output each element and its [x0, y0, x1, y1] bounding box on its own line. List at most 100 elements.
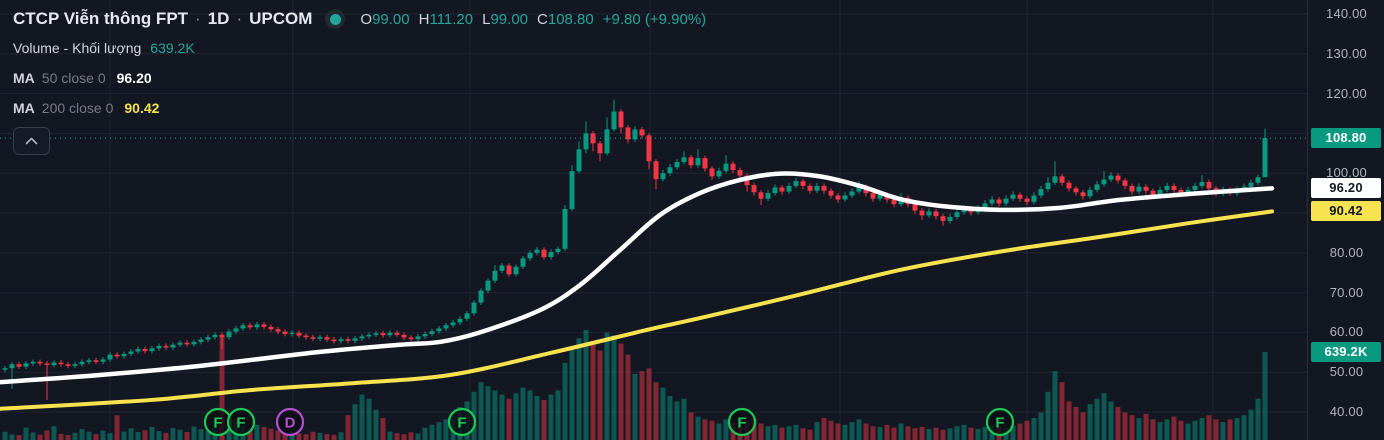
candle-body — [408, 337, 414, 340]
candle-body — [835, 195, 841, 200]
candle-body — [891, 199, 897, 205]
volume-bar — [142, 430, 148, 440]
candle-body — [709, 168, 715, 177]
candle-body — [177, 342, 183, 345]
candle-body — [982, 203, 988, 209]
volume-bar — [933, 427, 939, 440]
candle-body — [464, 313, 470, 319]
candle-body — [37, 361, 43, 364]
event-marker-d[interactable] — [275, 407, 305, 437]
candle-body — [562, 209, 568, 249]
volume-bar — [373, 409, 379, 440]
candle-body — [1010, 194, 1016, 199]
candle-body — [135, 349, 141, 352]
candle-body — [534, 249, 540, 253]
price-axis[interactable]: 140.00130.00120.00110.00100.0090.0080.00… — [1307, 0, 1384, 440]
volume-bar — [954, 426, 960, 440]
price-tick-label: 80.00 — [1329, 244, 1364, 260]
candle-body — [513, 266, 519, 275]
ma50-legend-row[interactable]: MA 50 close 0 96.20 — [13, 68, 706, 88]
candle-body — [646, 135, 652, 162]
event-marker-letter: F — [236, 415, 245, 432]
volume-bar — [86, 431, 92, 440]
event-marker-letter: F — [737, 415, 746, 432]
volume-bar — [590, 340, 596, 440]
exchange-label[interactable]: UPCOM — [249, 9, 313, 28]
volume-bar — [513, 393, 519, 440]
volume-bar — [135, 432, 141, 440]
symbol-legend-row[interactable]: CTCP Viễn thông FPT · 1D · UPCOM O 99.00 … — [13, 8, 706, 30]
change-value: +9.80 (+9.90%) — [602, 10, 707, 28]
volume-bar — [387, 431, 393, 440]
candle-body — [618, 111, 624, 128]
candle-body — [380, 333, 386, 336]
volume-bar — [849, 422, 855, 440]
candle-body — [653, 161, 659, 180]
candle-body — [184, 342, 190, 345]
volume-bar — [499, 394, 505, 440]
volume-bar — [961, 424, 967, 440]
event-marker-letter: D — [285, 415, 296, 432]
candle-body — [702, 158, 708, 169]
candle-body — [338, 339, 344, 342]
candle-body — [1045, 182, 1051, 190]
separator: · — [195, 9, 201, 28]
candle-body — [310, 337, 316, 339]
volume-bar — [555, 390, 561, 440]
volume-bar — [548, 394, 554, 440]
candle-body — [1038, 189, 1044, 196]
volume-bar — [1038, 412, 1044, 440]
price-tick-label: 70.00 — [1329, 284, 1364, 300]
candle-body — [289, 332, 295, 334]
candle-body — [422, 333, 428, 337]
candle-body — [1262, 138, 1268, 178]
volume-bar — [30, 432, 36, 440]
volume-bar — [779, 427, 785, 440]
event-marker-f[interactable] — [226, 407, 256, 437]
candle-body — [149, 348, 155, 352]
volume-bar — [1171, 416, 1177, 440]
event-marker-f[interactable] — [985, 407, 1015, 437]
interval-label[interactable]: 1D — [207, 9, 230, 28]
volume-bar — [1087, 404, 1093, 440]
volume-bar — [226, 423, 232, 440]
volume-bar — [562, 362, 568, 440]
volume-bar — [149, 426, 155, 440]
volume-bar — [1031, 417, 1037, 440]
legend-collapse-button[interactable] — [13, 127, 50, 155]
price-tick-label: 120.00 — [1326, 85, 1367, 101]
candle-body — [947, 216, 953, 221]
candle-body — [772, 187, 778, 194]
volume-bar — [1192, 420, 1198, 440]
volume-bar — [625, 354, 631, 440]
candle-body — [1255, 177, 1261, 183]
candle-body — [723, 163, 729, 171]
volume-bar — [786, 426, 792, 440]
symbol-title[interactable]: CTCP Viễn thông FPT — [13, 9, 189, 28]
volume-bar — [982, 426, 988, 440]
candle-body — [226, 331, 232, 338]
event-marker-f[interactable] — [447, 407, 477, 437]
volume-bar — [429, 424, 435, 440]
volume-bar — [1066, 401, 1072, 440]
volume-bar — [58, 433, 64, 440]
candle-body — [1003, 198, 1009, 204]
separator: · — [236, 9, 243, 28]
volume-bar — [821, 417, 827, 440]
candle-body — [1031, 195, 1037, 202]
candle-body — [758, 192, 764, 199]
ma50-params: 50 close 0 — [41, 70, 106, 86]
volume-bar — [254, 424, 260, 440]
candle-body — [849, 191, 855, 196]
candle-body — [485, 280, 491, 291]
volume-legend-row[interactable]: Volume - Khối lượng 639.2K — [13, 38, 706, 58]
volume-bar — [44, 430, 50, 440]
volume-bar — [415, 433, 421, 440]
ma200-legend-row[interactable]: MA 200 close 0 90.42 — [13, 98, 706, 118]
volume-bar — [975, 428, 981, 440]
candle-body — [786, 185, 792, 192]
volume-bar — [191, 426, 197, 440]
candle-body — [205, 337, 211, 340]
event-marker-f[interactable] — [727, 407, 757, 437]
